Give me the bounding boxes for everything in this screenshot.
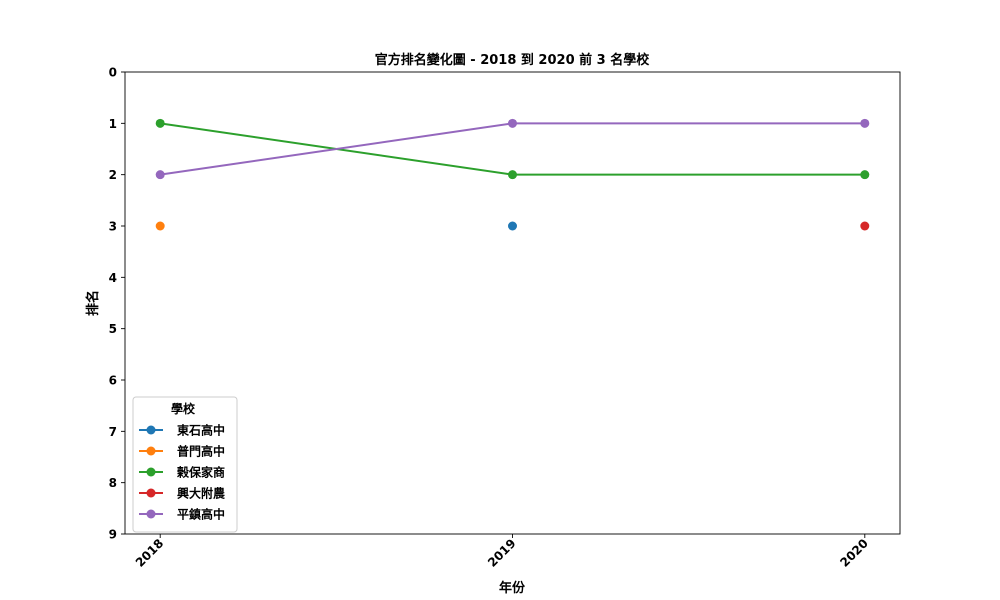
legend-item: 東石高中 [139,423,225,438]
legend-item: 興大附農 [139,486,226,501]
legend-swatch-marker [146,425,156,435]
legend-swatch-marker [146,446,156,456]
legend-item: 平鎮高中 [139,507,225,522]
data-point [155,170,165,180]
legend-label: 普門高中 [177,444,225,459]
data-point [155,118,165,128]
y-tick-label: 2 [109,168,117,182]
data-point [508,221,517,231]
legend-title: 學校 [171,401,196,416]
x-axis-label: 年份 [499,580,526,596]
legend-swatch-marker [146,467,156,477]
data-point [508,118,517,128]
legend-item: 普門高中 [139,444,225,459]
y-tick-label: 9 [109,528,117,542]
legend-label: 平鎮高中 [177,507,225,522]
y-tick-label: 3 [109,220,117,234]
legend-swatch-marker [146,509,156,519]
legend-label: 榖保家商 [176,465,225,480]
y-tick-label: 4 [109,271,117,285]
legend-label: 東石高中 [177,423,225,438]
data-point [860,118,870,128]
legend-label: 興大附農 [177,486,226,501]
y-tick-label: 7 [109,425,117,439]
y-tick-label: 8 [109,476,117,490]
data-point [860,170,870,180]
y-tick-label: 1 [109,117,117,131]
chart-title: 官方排名變化圖 - 2018 到 2020 前 3 名學校 [375,52,650,68]
data-point [155,221,165,231]
data-point [508,170,517,180]
y-tick-label: 6 [109,374,117,388]
y-tick-label: 5 [109,322,117,336]
data-point [860,221,870,231]
legend-swatch-marker [146,488,156,498]
y-axis-label: 排名 [85,290,101,316]
y-tick-label: 0 [109,66,117,80]
legend-item: 榖保家商 [139,465,225,480]
